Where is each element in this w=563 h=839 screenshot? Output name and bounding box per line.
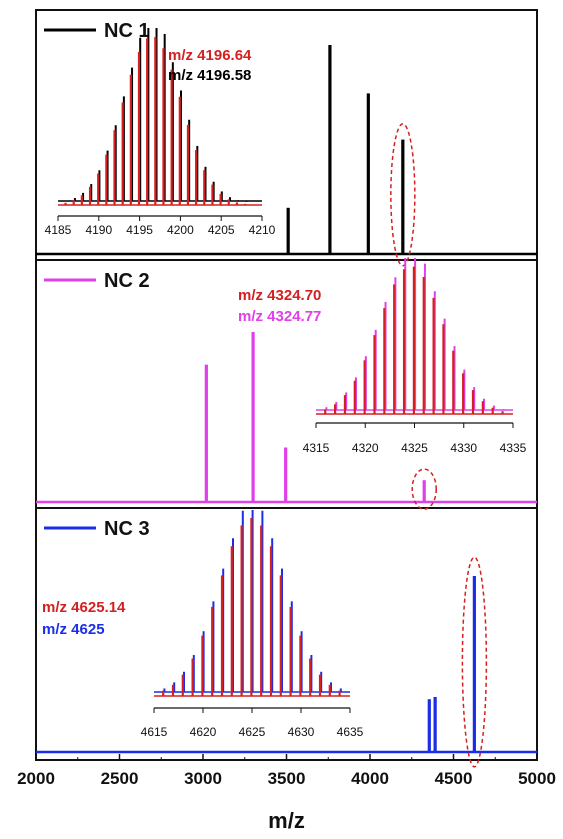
highlight-ellipse (461, 556, 488, 768)
inset-x-tick-label: 4620 (190, 725, 217, 739)
spectrum-peak (328, 45, 332, 254)
spectrum-peak (284, 447, 288, 502)
spectrum-peak (286, 207, 290, 254)
simulated-mz-label: m/z 4625.14 (42, 599, 126, 616)
spectrum-peak (427, 699, 431, 752)
experimental-mz-label: m/z 4196.58 (168, 67, 251, 84)
inset-x-tick-label: 4330 (450, 441, 477, 455)
inset-x-tick-label: 4315 (303, 441, 330, 455)
inset-x-tick-label: 4635 (337, 725, 364, 739)
isotope-inset: 4315 4320 4325 4330 4335 m/z 4324.70 m/z 4324.… (238, 258, 527, 455)
inset-x-tick-label: 4190 (85, 223, 112, 237)
x-tick-label: 4500 (435, 769, 473, 788)
x-tick-label: 3500 (268, 769, 306, 788)
inset-x-tick-label: 4195 (126, 223, 153, 237)
isotope-inset: 4185 4190 4195 4200 4205 4210 m/z 4196.64 m/z 4… (45, 28, 276, 237)
experimental-mz-label: m/z 4324.77 (238, 308, 321, 325)
highlight-ellipse (390, 123, 416, 267)
x-axis-label: m/z (268, 808, 305, 833)
x-tick-label: 3000 (184, 769, 222, 788)
spectrum-peak (422, 480, 426, 502)
legend-label: NC 1 (104, 20, 150, 42)
panel-2: NC 2 4315 4320 4325 4330 4335 m/z 4324.70 m/z 4… (36, 258, 537, 510)
inset-x-tick-label: 4625 (239, 725, 266, 739)
inset-x-tick-label: 4615 (141, 725, 168, 739)
inset-x-tick-label: 4185 (45, 223, 72, 237)
spectrum-peak (251, 331, 255, 502)
spectrum-peak (433, 697, 437, 752)
panel-3: NC 3 4615 4620 4625 4630 4635 m/z 4625.14 m/z 4… (36, 510, 537, 768)
x-tick-label: 2000 (17, 769, 55, 788)
x-tick-label: 2500 (101, 769, 139, 788)
inset-x-tick-label: 4210 (249, 223, 276, 237)
inset-x-tick-label: 4325 (401, 441, 428, 455)
legend-label: NC 3 (104, 518, 150, 540)
panel-1: NC 1 4185 4190 4195 4200 4205 4210 m/z 4196.64 m… (36, 20, 537, 267)
highlight-ellipse (411, 468, 437, 510)
simulated-mz-label: m/z 4324.70 (238, 287, 321, 304)
x-tick-label: 5000 (518, 769, 556, 788)
x-tick-label: 4000 (351, 769, 389, 788)
inset-x-tick-label: 4335 (500, 441, 527, 455)
inset-x-tick-label: 4320 (352, 441, 379, 455)
isotope-inset: 4615 4620 4625 4630 4635 m/z 4625.14 m/z 4625 (42, 510, 364, 739)
legend-label: NC 2 (104, 270, 150, 292)
spectrum-peak (401, 139, 405, 254)
spectrum-peak (366, 93, 370, 255)
inset-x-tick-label: 4630 (288, 725, 315, 739)
spectrum-peak (472, 576, 476, 752)
plot-frame (35, 9, 538, 761)
inset-x-tick-label: 4205 (208, 223, 235, 237)
experimental-mz-label: m/z 4625 (42, 621, 105, 638)
inset-x-tick-label: 4200 (167, 223, 194, 237)
simulated-mz-label: m/z 4196.64 (168, 47, 252, 64)
spectrum-peak (204, 364, 208, 502)
